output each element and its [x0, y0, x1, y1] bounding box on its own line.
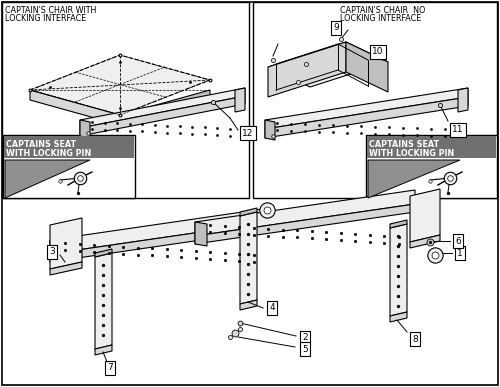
Polygon shape — [346, 42, 388, 92]
Polygon shape — [240, 212, 257, 304]
Bar — [3, 135, 135, 198]
Text: LOCKING INTERFACE: LOCKING INTERFACE — [5, 14, 86, 23]
Bar — [366, 135, 497, 198]
Polygon shape — [240, 208, 257, 216]
Text: 3: 3 — [49, 248, 55, 257]
Polygon shape — [5, 160, 90, 198]
Polygon shape — [265, 88, 468, 129]
Text: 12: 12 — [242, 128, 254, 137]
Text: 11: 11 — [452, 125, 464, 135]
Polygon shape — [235, 88, 245, 112]
Polygon shape — [390, 220, 407, 228]
Polygon shape — [458, 88, 468, 112]
Polygon shape — [50, 222, 270, 262]
Polygon shape — [410, 235, 440, 248]
Bar — [4, 136, 134, 158]
Polygon shape — [30, 55, 210, 115]
Polygon shape — [50, 208, 270, 254]
Text: WITH LOCKING PIN: WITH LOCKING PIN — [369, 149, 454, 158]
Bar — [2, 2, 249, 198]
Text: 9: 9 — [333, 24, 339, 33]
Polygon shape — [30, 90, 120, 125]
Text: CAPTAINS SEAT: CAPTAINS SEAT — [6, 140, 76, 149]
Polygon shape — [268, 42, 346, 97]
Polygon shape — [80, 120, 90, 138]
Text: CAPTAIN'S CHAIR WITH: CAPTAIN'S CHAIR WITH — [5, 6, 96, 15]
Polygon shape — [265, 120, 275, 140]
Bar — [367, 136, 496, 158]
Text: 1: 1 — [457, 248, 463, 257]
Polygon shape — [390, 224, 407, 316]
Text: 8: 8 — [412, 334, 418, 344]
Polygon shape — [195, 204, 415, 244]
Polygon shape — [50, 218, 82, 269]
Polygon shape — [80, 96, 245, 136]
Polygon shape — [390, 312, 407, 322]
Polygon shape — [95, 253, 112, 349]
Bar — [253, 2, 497, 198]
Text: 7: 7 — [107, 363, 113, 373]
Text: 5: 5 — [302, 344, 308, 353]
Polygon shape — [120, 90, 210, 125]
Text: 4: 4 — [269, 303, 275, 312]
Polygon shape — [240, 300, 257, 310]
Polygon shape — [368, 160, 460, 198]
Polygon shape — [410, 189, 440, 242]
Polygon shape — [80, 88, 245, 128]
Text: 10: 10 — [372, 48, 384, 57]
Polygon shape — [50, 262, 82, 275]
Polygon shape — [195, 222, 207, 246]
Text: WITH LOCKING PIN: WITH LOCKING PIN — [6, 149, 91, 158]
Text: CAPTAINS SEAT: CAPTAINS SEAT — [369, 140, 439, 149]
Polygon shape — [50, 240, 62, 264]
Text: CAPTAIN'S CHAIR  NO: CAPTAIN'S CHAIR NO — [340, 6, 426, 15]
Polygon shape — [95, 249, 112, 257]
Polygon shape — [265, 97, 468, 138]
Polygon shape — [95, 345, 112, 355]
Text: 6: 6 — [455, 236, 461, 245]
Polygon shape — [268, 42, 388, 87]
Polygon shape — [195, 190, 415, 236]
Text: LOCKING INTERFACE: LOCKING INTERFACE — [340, 14, 421, 23]
Text: 2: 2 — [302, 334, 308, 342]
